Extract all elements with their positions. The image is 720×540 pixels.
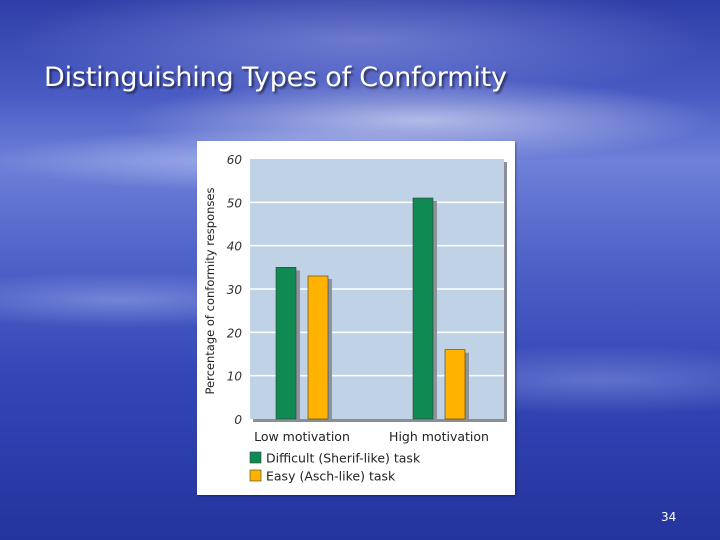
bar-1-0 bbox=[307, 275, 329, 420]
legend-swatch bbox=[249, 451, 262, 464]
bar-0-1 bbox=[412, 197, 434, 420]
legend-swatch bbox=[249, 469, 262, 482]
y-tick-label: 60 bbox=[227, 153, 243, 167]
y-tick-label: 50 bbox=[227, 196, 243, 210]
y-tick-label: 30 bbox=[227, 283, 243, 297]
slide-title: Distinguishing Types of Conformity bbox=[44, 62, 507, 93]
bar-1-1 bbox=[444, 349, 466, 420]
x-category-label: High motivation bbox=[389, 429, 489, 444]
page-number: 34 bbox=[661, 510, 677, 524]
y-tick-label: 0 bbox=[234, 413, 242, 427]
y-tick-label: 10 bbox=[227, 370, 243, 384]
legend-label: Difficult (Sherif-like) task bbox=[266, 451, 421, 466]
y-tick-label: 20 bbox=[227, 326, 243, 340]
x-category-label: Low motivation bbox=[254, 429, 350, 444]
bar-0-0 bbox=[275, 267, 297, 420]
chart-figure: 0 10 20 30 40 50 60 Percentage of conformity re… bbox=[197, 141, 515, 495]
legend-label: Easy (Asch-like) task bbox=[266, 469, 396, 484]
y-axis-label: Percentage of conformity responses bbox=[203, 188, 217, 395]
bar-chart: 0 10 20 30 40 50 60 Percentage of conformity re… bbox=[203, 153, 507, 484]
y-tick-label: 40 bbox=[227, 240, 243, 254]
